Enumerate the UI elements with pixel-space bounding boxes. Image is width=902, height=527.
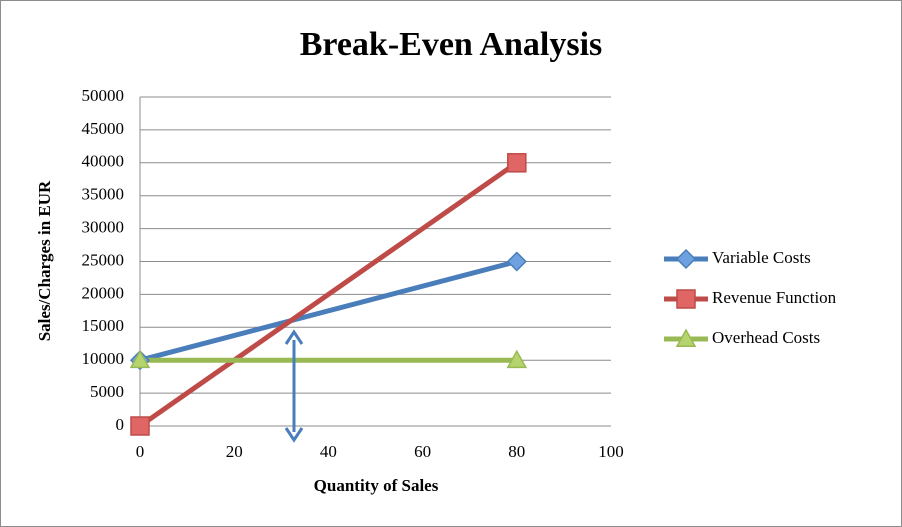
y-tick-label: 0: [116, 415, 125, 434]
y-tick-label: 10000: [82, 349, 125, 368]
series-line: [138, 160, 519, 429]
y-tick-label: 5000: [90, 382, 124, 401]
legend: Variable Costs Revenue Function Overhead C…: [664, 248, 837, 347]
marker: [129, 349, 151, 369]
x-tick-label: 100: [598, 442, 624, 461]
legend-label: Revenue Function: [712, 288, 837, 307]
y-tick-label: 40000: [82, 152, 125, 171]
marker: [507, 153, 527, 173]
y-tick-label: 15000: [82, 316, 125, 335]
y-tick-label: 20000: [82, 283, 125, 302]
y-tick-label: 35000: [82, 185, 125, 204]
y-tick-label: 50000: [82, 86, 125, 105]
marker: [506, 349, 528, 369]
legend-marker: [675, 328, 697, 347]
chart-title: Break-Even Analysis: [300, 26, 603, 63]
x-axis-label: Quantity of Sales: [314, 476, 439, 495]
legend-label: Variable Costs: [712, 248, 811, 267]
y-axis-label: Sales/Charges in EUR: [35, 180, 54, 341]
y-tick-label: 45000: [82, 119, 125, 138]
plot-area: 0 5000 10000 15000 20000 25000 30000 35000 40000…: [82, 86, 624, 461]
x-tick-label: 40: [320, 442, 337, 461]
x-tick-label: 20: [226, 442, 243, 461]
x-tick-label: 60: [414, 442, 431, 461]
legend-marker: [676, 289, 696, 309]
break-even-arrow: [284, 329, 304, 443]
x-tick-label: 80: [508, 442, 525, 461]
legend-label: Overhead Costs: [712, 328, 820, 347]
y-tick-label: 30000: [82, 218, 125, 237]
marker: [506, 251, 527, 272]
series-line: [139, 259, 518, 363]
x-tick-label: 0: [136, 442, 145, 461]
legend-marker: [675, 248, 697, 270]
marker: [130, 416, 150, 436]
y-tick-label: 25000: [82, 250, 125, 269]
